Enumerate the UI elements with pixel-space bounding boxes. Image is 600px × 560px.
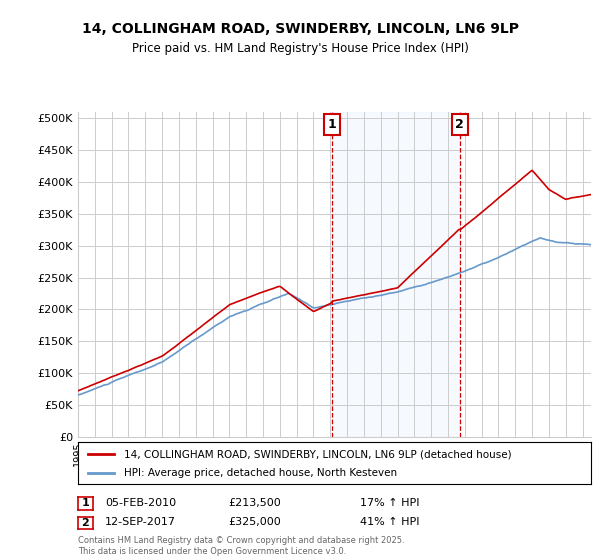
Text: 05-FEB-2010: 05-FEB-2010	[105, 498, 176, 508]
Text: 41% ↑ HPI: 41% ↑ HPI	[360, 517, 419, 528]
Text: 12-SEP-2017: 12-SEP-2017	[105, 517, 176, 528]
Text: Price paid vs. HM Land Registry's House Price Index (HPI): Price paid vs. HM Land Registry's House …	[131, 42, 469, 55]
Text: Contains HM Land Registry data © Crown copyright and database right 2025.
This d: Contains HM Land Registry data © Crown c…	[78, 536, 404, 556]
Text: £325,000: £325,000	[228, 517, 281, 528]
Bar	[332, 112, 460, 437]
Text: £213,500: £213,500	[228, 498, 281, 508]
Text: 14, COLLINGHAM ROAD, SWINDERBY, LINCOLN, LN6 9LP (detached house): 14, COLLINGHAM ROAD, SWINDERBY, LINCOLN,…	[124, 449, 512, 459]
Text: 14, COLLINGHAM ROAD, SWINDERBY, LINCOLN, LN6 9LP: 14, COLLINGHAM ROAD, SWINDERBY, LINCOLN,…	[82, 22, 518, 36]
Text: 1: 1	[82, 498, 89, 508]
Text: HPI: Average price, detached house, North Kesteven: HPI: Average price, detached house, Nort…	[124, 468, 397, 478]
Text: 1: 1	[328, 118, 337, 131]
Text: 2: 2	[455, 118, 464, 131]
Text: 2: 2	[82, 518, 89, 528]
Text: 17% ↑ HPI: 17% ↑ HPI	[360, 498, 419, 508]
